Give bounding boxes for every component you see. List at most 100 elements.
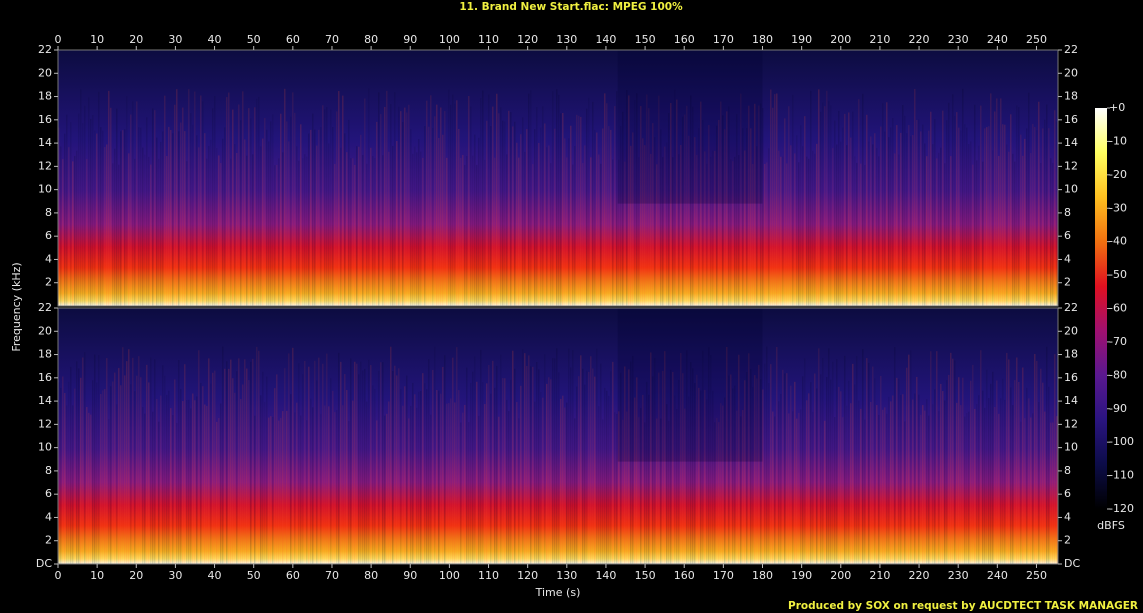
x-tick-label: 70 xyxy=(325,569,339,582)
texture xyxy=(228,92,230,306)
texture xyxy=(1050,158,1052,306)
texture xyxy=(452,94,454,307)
texture xyxy=(646,381,648,564)
texture xyxy=(70,122,72,306)
texture xyxy=(902,394,904,564)
texture xyxy=(324,109,326,306)
texture xyxy=(756,146,758,306)
texture xyxy=(520,385,522,564)
texture xyxy=(1032,413,1034,564)
texture xyxy=(1042,128,1044,306)
texture xyxy=(750,368,752,564)
texture xyxy=(856,356,858,564)
texture xyxy=(470,106,472,306)
texture xyxy=(948,102,950,306)
texture xyxy=(142,407,144,564)
x-tick-label: 150 xyxy=(635,33,656,46)
texture xyxy=(404,107,406,306)
texture xyxy=(870,401,872,564)
texture xyxy=(554,128,556,306)
y-tick-label: 10 xyxy=(38,441,52,454)
texture xyxy=(938,152,940,306)
texture xyxy=(1000,398,1002,564)
texture xyxy=(408,418,410,564)
texture xyxy=(1026,128,1028,306)
texture xyxy=(520,134,522,306)
texture xyxy=(884,131,886,306)
texture xyxy=(300,124,302,306)
texture xyxy=(1000,98,1002,306)
texture xyxy=(662,157,664,306)
texture xyxy=(454,402,456,564)
texture xyxy=(132,357,134,564)
texture xyxy=(910,136,912,306)
texture xyxy=(388,401,390,564)
texture xyxy=(194,91,196,306)
texture xyxy=(802,376,804,564)
texture xyxy=(508,411,510,564)
texture xyxy=(1056,121,1058,307)
texture xyxy=(808,393,810,564)
texture xyxy=(506,154,508,306)
texture xyxy=(296,402,298,564)
texture xyxy=(218,417,220,564)
texture xyxy=(238,104,240,306)
texture xyxy=(498,113,500,306)
texture xyxy=(112,163,114,306)
texture xyxy=(228,368,230,564)
texture xyxy=(550,379,552,564)
texture xyxy=(926,156,928,306)
texture xyxy=(732,161,734,306)
texture xyxy=(616,91,618,306)
texture xyxy=(494,387,496,564)
texture xyxy=(492,360,494,564)
texture xyxy=(152,108,154,307)
texture xyxy=(984,407,986,564)
texture xyxy=(330,378,332,564)
texture xyxy=(344,133,346,306)
y-tick-label: 10 xyxy=(1064,441,1078,454)
texture xyxy=(332,390,334,564)
texture xyxy=(318,357,320,564)
texture xyxy=(892,117,894,306)
colorbar-tick-label: -90 xyxy=(1109,402,1127,415)
texture xyxy=(780,393,782,564)
texture xyxy=(714,150,716,306)
texture xyxy=(886,102,888,306)
y-tick-label: 16 xyxy=(1064,113,1078,126)
texture xyxy=(712,150,714,306)
y-tick-label: 22 xyxy=(1064,301,1078,314)
texture xyxy=(774,416,776,564)
x-tick-label: 10 xyxy=(90,569,104,582)
texture xyxy=(370,147,372,306)
texture xyxy=(62,159,64,306)
texture xyxy=(182,107,184,306)
texture xyxy=(730,159,732,306)
texture xyxy=(888,396,890,564)
texture xyxy=(1002,378,1004,564)
texture xyxy=(638,417,640,564)
texture xyxy=(848,112,850,307)
x-tick-label: 90 xyxy=(403,33,417,46)
x-tick-label: 170 xyxy=(713,569,734,582)
texture xyxy=(876,147,878,306)
texture xyxy=(564,138,566,306)
texture xyxy=(564,407,566,564)
texture xyxy=(942,110,944,306)
texture xyxy=(1040,368,1042,564)
texture xyxy=(1038,101,1040,306)
y-tick-label: 18 xyxy=(1064,90,1078,103)
texture xyxy=(172,133,174,306)
texture xyxy=(324,405,326,564)
texture xyxy=(84,352,86,564)
x-tick-label: 190 xyxy=(791,33,812,46)
texture xyxy=(278,420,280,564)
texture xyxy=(722,405,724,564)
texture xyxy=(1010,387,1012,564)
texture xyxy=(938,411,940,564)
texture xyxy=(256,98,258,306)
texture xyxy=(104,147,106,306)
texture xyxy=(502,120,504,306)
texture xyxy=(90,118,92,306)
texture xyxy=(402,405,404,564)
